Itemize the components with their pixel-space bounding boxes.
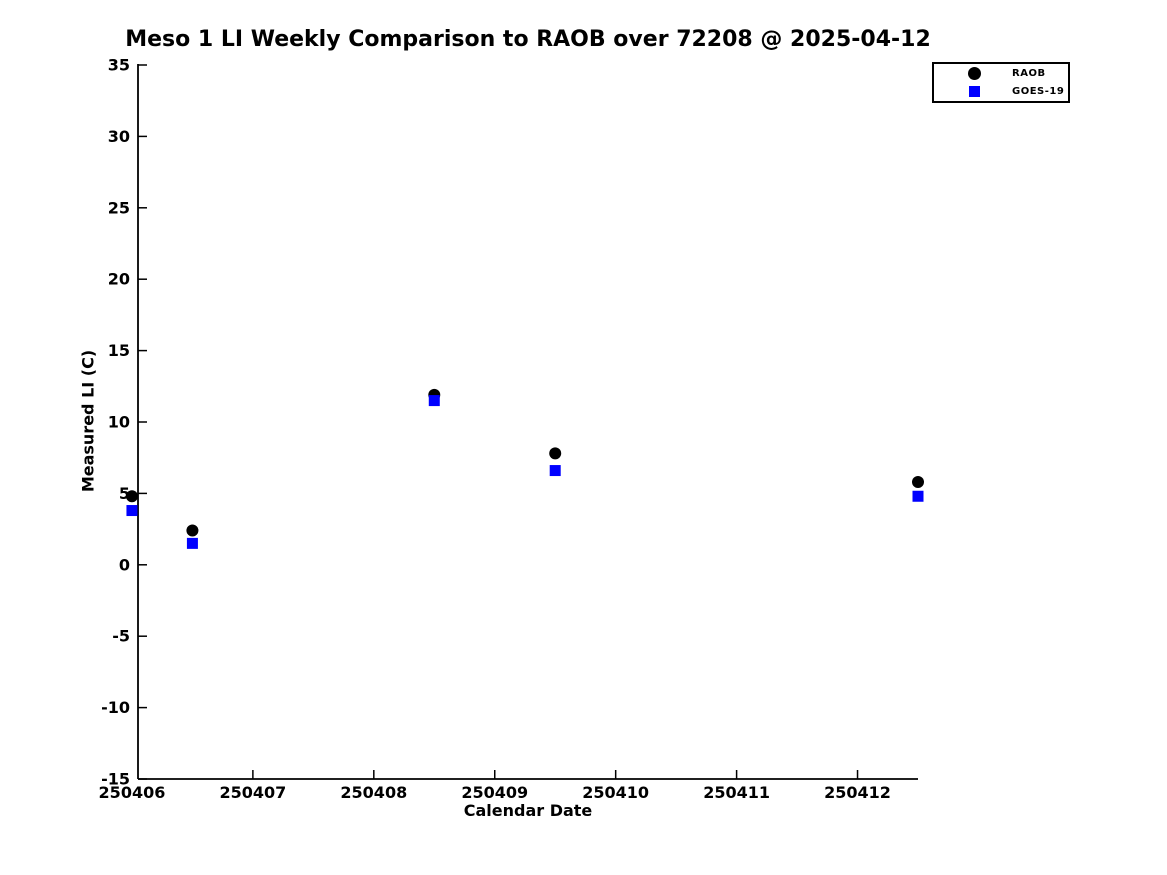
y-tick-label: -15 — [101, 770, 130, 789]
y-tick-label: 15 — [108, 341, 130, 360]
raob-point — [125, 490, 138, 503]
y-tick-label: 20 — [108, 270, 130, 289]
x-tick-label: 250409 — [461, 783, 528, 802]
y-tick-label: 5 — [119, 484, 130, 503]
x-tick-label: 250407 — [219, 783, 286, 802]
y-tick-label: 35 — [108, 56, 130, 75]
y-axis-label: Measured LI (C) — [78, 349, 98, 493]
legend: RAOB GOES-19 — [932, 62, 1070, 103]
y-tick-label: 10 — [108, 413, 130, 432]
goes19-point — [428, 395, 440, 407]
goes19-point — [549, 465, 561, 477]
goes19-point — [186, 537, 198, 549]
goes19-square-icon — [968, 86, 980, 97]
x-tick-label: 250412 — [824, 783, 891, 802]
goes19-point — [912, 490, 924, 502]
chart-title: Meso 1 LI Weekly Comparison to RAOB over… — [125, 27, 931, 52]
raob-point — [186, 524, 199, 537]
x-tick-label: 250408 — [340, 783, 407, 802]
y-tick-label: 30 — [108, 127, 130, 146]
raob-circle-icon — [967, 67, 981, 80]
raob-point — [912, 475, 924, 488]
legend-item-raob: RAOB — [967, 67, 1068, 81]
legend-label: RAOB — [1012, 68, 1046, 79]
x-axis-label: Calendar Date — [463, 801, 593, 820]
x-tick-label: 250410 — [582, 783, 649, 802]
x-tick-label: 250411 — [703, 783, 770, 802]
y-tick-label: 25 — [108, 198, 130, 217]
y-tick-label: -5 — [112, 627, 130, 646]
x-tick-label: 250406 — [99, 783, 166, 802]
y-tick-label: 0 — [119, 555, 130, 574]
y-tick-label: -10 — [101, 698, 130, 717]
raob-point — [549, 447, 562, 460]
legend-item-goes19: GOES-19 — [967, 85, 1068, 99]
goes19-point — [126, 505, 138, 517]
legend-label: GOES-19 — [1012, 86, 1065, 97]
